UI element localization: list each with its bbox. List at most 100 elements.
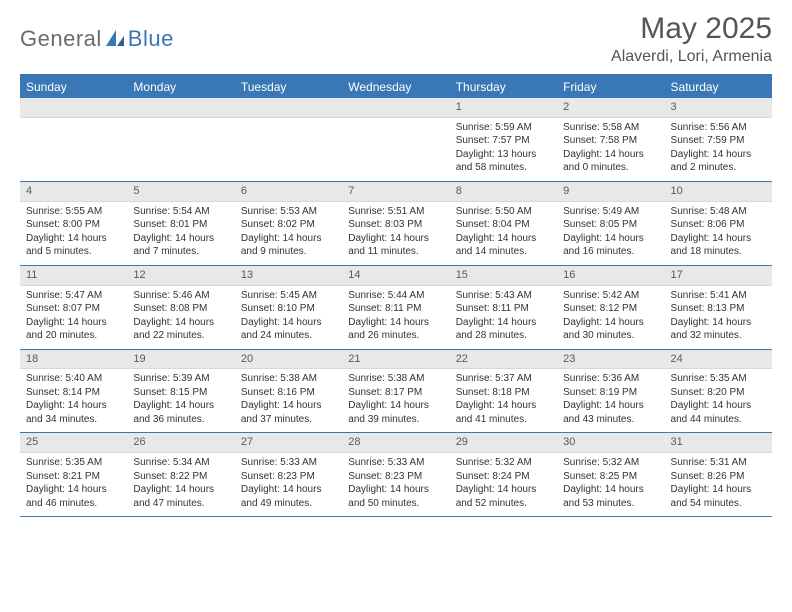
daylight2-text: and 58 minutes. (456, 161, 551, 175)
week-row: 25Sunrise: 5:35 AMSunset: 8:21 PMDayligh… (20, 433, 772, 517)
date-number: 26 (127, 433, 234, 453)
sunrise-text: Sunrise: 5:47 AM (26, 289, 121, 303)
sunrise-text: Sunrise: 5:41 AM (671, 289, 766, 303)
daylight2-text: and 11 minutes. (348, 245, 443, 259)
sunrise-text: Sunrise: 5:33 AM (348, 456, 443, 470)
sunset-text: Sunset: 8:01 PM (133, 218, 228, 232)
daylight2-text: and 22 minutes. (133, 329, 228, 343)
sunrise-text: Sunrise: 5:54 AM (133, 205, 228, 219)
daylight2-text: and 18 minutes. (671, 245, 766, 259)
daylight1-text: Daylight: 14 hours (563, 483, 658, 497)
sunrise-text: Sunrise: 5:58 AM (563, 121, 658, 135)
date-number: 9 (557, 182, 664, 202)
daylight2-text: and 49 minutes. (241, 497, 336, 511)
sunset-text: Sunset: 8:03 PM (348, 218, 443, 232)
sunset-text: Sunset: 8:07 PM (26, 302, 121, 316)
daylight1-text: Daylight: 14 hours (348, 399, 443, 413)
daylight1-text: Daylight: 14 hours (241, 483, 336, 497)
cell-body: Sunrise: 5:39 AMSunset: 8:15 PMDaylight:… (127, 369, 234, 432)
calendar-cell: 25Sunrise: 5:35 AMSunset: 8:21 PMDayligh… (20, 433, 127, 516)
daylight2-text: and 53 minutes. (563, 497, 658, 511)
calendar-cell: 31Sunrise: 5:31 AMSunset: 8:26 PMDayligh… (665, 433, 772, 516)
sunrise-text: Sunrise: 5:32 AM (456, 456, 551, 470)
cell-body: Sunrise: 5:34 AMSunset: 8:22 PMDaylight:… (127, 453, 234, 516)
sunset-text: Sunset: 8:18 PM (456, 386, 551, 400)
daylight1-text: Daylight: 14 hours (133, 316, 228, 330)
daylight1-text: Daylight: 14 hours (133, 399, 228, 413)
sunset-text: Sunset: 8:26 PM (671, 470, 766, 484)
cell-body: Sunrise: 5:46 AMSunset: 8:08 PMDaylight:… (127, 286, 234, 349)
daylight1-text: Daylight: 14 hours (671, 316, 766, 330)
week-row: 18Sunrise: 5:40 AMSunset: 8:14 PMDayligh… (20, 350, 772, 434)
day-header: Saturday (665, 76, 772, 98)
sunset-text: Sunset: 8:19 PM (563, 386, 658, 400)
cell-body: Sunrise: 5:33 AMSunset: 8:23 PMDaylight:… (235, 453, 342, 516)
daylight1-text: Daylight: 14 hours (348, 232, 443, 246)
cell-body: Sunrise: 5:32 AMSunset: 8:25 PMDaylight:… (557, 453, 664, 516)
location-text: Alaverdi, Lori, Armenia (611, 48, 772, 66)
sunset-text: Sunset: 8:14 PM (26, 386, 121, 400)
daylight1-text: Daylight: 14 hours (26, 399, 121, 413)
date-number: 2 (557, 98, 664, 118)
sunset-text: Sunset: 8:12 PM (563, 302, 658, 316)
sunset-text: Sunset: 8:06 PM (671, 218, 766, 232)
week-row: 11Sunrise: 5:47 AMSunset: 8:07 PMDayligh… (20, 266, 772, 350)
date-number: 12 (127, 266, 234, 286)
daylight2-text: and 5 minutes. (26, 245, 121, 259)
daylight2-text: and 7 minutes. (133, 245, 228, 259)
sunrise-text: Sunrise: 5:48 AM (671, 205, 766, 219)
date-number: 19 (127, 350, 234, 370)
day-header: Monday (127, 76, 234, 98)
daylight1-text: Daylight: 14 hours (348, 483, 443, 497)
sunrise-text: Sunrise: 5:39 AM (133, 372, 228, 386)
calendar-cell: 8Sunrise: 5:50 AMSunset: 8:04 PMDaylight… (450, 182, 557, 265)
sunset-text: Sunset: 8:23 PM (241, 470, 336, 484)
day-header-row: SundayMondayTuesdayWednesdayThursdayFrid… (20, 76, 772, 98)
sunset-text: Sunset: 8:11 PM (348, 302, 443, 316)
sunset-text: Sunset: 8:02 PM (241, 218, 336, 232)
sunset-text: Sunset: 8:04 PM (456, 218, 551, 232)
cell-body: Sunrise: 5:53 AMSunset: 8:02 PMDaylight:… (235, 202, 342, 265)
calendar-cell (20, 98, 127, 181)
cell-body: Sunrise: 5:56 AMSunset: 7:59 PMDaylight:… (665, 118, 772, 181)
daylight1-text: Daylight: 14 hours (133, 483, 228, 497)
daylight1-text: Daylight: 14 hours (26, 232, 121, 246)
daylight2-text: and 20 minutes. (26, 329, 121, 343)
calendar-cell: 10Sunrise: 5:48 AMSunset: 8:06 PMDayligh… (665, 182, 772, 265)
sunrise-text: Sunrise: 5:38 AM (241, 372, 336, 386)
calendar-cell: 12Sunrise: 5:46 AMSunset: 8:08 PMDayligh… (127, 266, 234, 349)
sunset-text: Sunset: 7:58 PM (563, 134, 658, 148)
date-number: 8 (450, 182, 557, 202)
daylight2-text: and 44 minutes. (671, 413, 766, 427)
date-number: 25 (20, 433, 127, 453)
daylight1-text: Daylight: 14 hours (26, 483, 121, 497)
daylight2-text: and 16 minutes. (563, 245, 658, 259)
daylight2-text: and 26 minutes. (348, 329, 443, 343)
date-number: 6 (235, 182, 342, 202)
sunrise-text: Sunrise: 5:32 AM (563, 456, 658, 470)
cell-body: Sunrise: 5:54 AMSunset: 8:01 PMDaylight:… (127, 202, 234, 265)
daylight1-text: Daylight: 14 hours (671, 399, 766, 413)
calendar-grid: SundayMondayTuesdayWednesdayThursdayFrid… (20, 74, 772, 517)
calendar-cell: 16Sunrise: 5:42 AMSunset: 8:12 PMDayligh… (557, 266, 664, 349)
sunset-text: Sunset: 8:17 PM (348, 386, 443, 400)
sunrise-text: Sunrise: 5:51 AM (348, 205, 443, 219)
cell-body: Sunrise: 5:44 AMSunset: 8:11 PMDaylight:… (342, 286, 449, 349)
date-number (342, 98, 449, 118)
sunrise-text: Sunrise: 5:38 AM (348, 372, 443, 386)
calendar-cell: 3Sunrise: 5:56 AMSunset: 7:59 PMDaylight… (665, 98, 772, 181)
date-number: 4 (20, 182, 127, 202)
sunrise-text: Sunrise: 5:49 AM (563, 205, 658, 219)
date-number: 30 (557, 433, 664, 453)
calendar-cell: 1Sunrise: 5:59 AMSunset: 7:57 PMDaylight… (450, 98, 557, 181)
calendar-cell: 20Sunrise: 5:38 AMSunset: 8:16 PMDayligh… (235, 350, 342, 433)
date-number: 22 (450, 350, 557, 370)
date-number: 17 (665, 266, 772, 286)
cell-body: Sunrise: 5:35 AMSunset: 8:21 PMDaylight:… (20, 453, 127, 516)
sunrise-text: Sunrise: 5:35 AM (26, 456, 121, 470)
daylight2-text: and 30 minutes. (563, 329, 658, 343)
date-number: 29 (450, 433, 557, 453)
day-header: Wednesday (342, 76, 449, 98)
sunset-text: Sunset: 8:21 PM (26, 470, 121, 484)
daylight1-text: Daylight: 14 hours (133, 232, 228, 246)
